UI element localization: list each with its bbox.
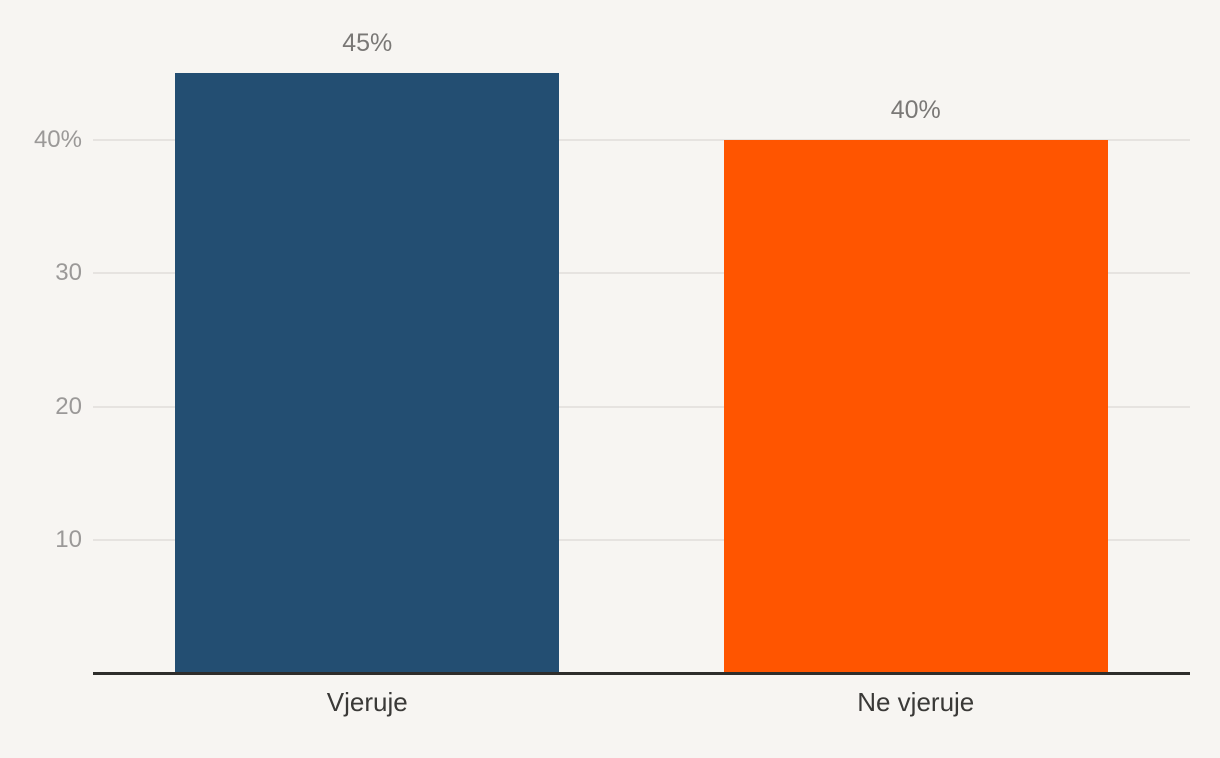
gridline-20 xyxy=(93,405,1190,408)
x-axis-line xyxy=(93,672,1190,675)
data-label-45: 45% xyxy=(342,29,393,58)
category-label-ne-vjeruje: Ne vjeruje xyxy=(857,687,975,717)
category-label-vjeruje: Vjeruje xyxy=(326,687,408,717)
gridline-10 xyxy=(93,538,1190,541)
y-tick-label-20: 20 xyxy=(55,392,82,420)
y-tick-label-30: 30 xyxy=(55,259,82,287)
gridline-30 xyxy=(93,272,1190,275)
y-tick-label-10: 10 xyxy=(55,525,82,553)
data-label-40: 40% xyxy=(890,96,941,124)
bar-vjeruje xyxy=(175,73,560,673)
y-tick-label-40: 40% xyxy=(33,126,82,153)
gridline-40 xyxy=(93,139,1190,141)
bar-ne-vjeruje xyxy=(723,140,1108,673)
